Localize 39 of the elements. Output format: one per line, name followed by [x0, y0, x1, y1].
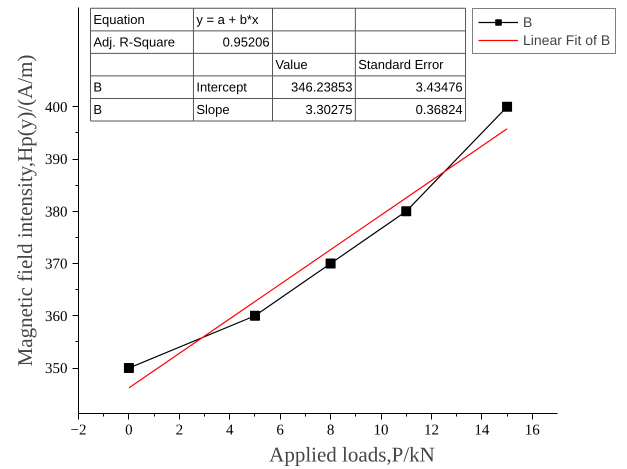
annotation: 0.36824	[416, 102, 463, 118]
y-axis-title: Magnetic field intensity,Hp(y)/(A/m)	[13, 54, 37, 366]
annotation: Slope	[196, 102, 230, 118]
x-tick-label: 4	[226, 422, 234, 438]
annotation: B	[93, 102, 102, 118]
annotation: 0.95206	[222, 34, 270, 50]
annotation: Standard Error	[358, 57, 444, 72]
y-tick-label: 380	[45, 204, 68, 220]
annotation: Value	[275, 57, 308, 72]
annotation: y = a + b*x	[196, 12, 259, 28]
legend-label: Linear Fit of B	[523, 32, 610, 48]
annotation: B	[93, 80, 102, 95]
annotation: 3.30275	[305, 102, 352, 118]
point	[401, 206, 412, 216]
x-tick-label: 12	[424, 422, 439, 438]
point	[250, 310, 260, 321]
x-tick-label: 0	[125, 422, 133, 438]
x-tick-label: 8	[326, 422, 334, 438]
annotation: 3.43476	[416, 80, 463, 95]
annotation: Intercept	[196, 80, 248, 95]
y-tick-label: 370	[45, 256, 68, 273]
x-tick-label: 6	[276, 422, 284, 438]
legend-label: B	[523, 14, 534, 30]
point	[124, 363, 134, 374]
x-tick-label: 10	[374, 422, 389, 438]
x-axis-title: Applied loads,P/kN	[269, 442, 435, 466]
annotation: Adj. R-Square	[93, 34, 176, 50]
x-tick-label: 2	[176, 422, 184, 438]
annotation: 346.23853	[291, 80, 352, 95]
point	[502, 102, 512, 112]
point	[326, 258, 336, 269]
y-tick-label: 360	[45, 308, 68, 325]
y-tick-label: 390	[45, 152, 68, 168]
x-tick-label: 16	[524, 422, 540, 438]
x-tick-label: −2	[70, 422, 86, 438]
y-tick-label: 350	[45, 361, 68, 378]
y-tick-label: 400	[45, 100, 68, 116]
annotation: Equation	[93, 12, 145, 28]
x-tick-label: 14	[474, 422, 490, 438]
